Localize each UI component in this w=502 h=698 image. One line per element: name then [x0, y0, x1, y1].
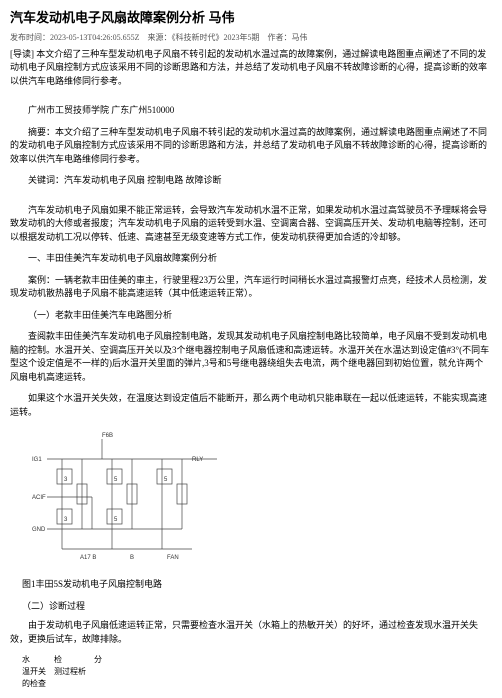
body-para-3: 如果这个水温开关失效，在温度达到设定值后不能断开，那么两个电动机只能串联在一起以… [10, 392, 492, 419]
keywords: 关键词：汽车发动机电子风扇 控制电路 故障诊断 [10, 174, 492, 188]
svg-text:RLY: RLY [192, 457, 203, 463]
svg-text:IG1: IG1 [32, 457, 42, 463]
heading-sub-2: （二）诊断过程 [22, 600, 492, 614]
frag-cell: 水 [22, 654, 54, 666]
svg-text:FAN: FAN [167, 555, 179, 561]
svg-text:A17 B: A17 B [80, 555, 96, 561]
table-fragment: 水 检 分 温开关 测过程析 的检查 [22, 654, 110, 690]
body-para-1: 汽车发动机电子风扇如果不能正常运转，会导致汽车发动机水温不正常，如果发动机水温过… [10, 204, 492, 245]
heading-sub-1: （一）老款丰田佳美汽车电路图分析 [10, 309, 492, 323]
svg-text:ACIF: ACIF [32, 495, 46, 501]
meta-line: 发布时间：2023-05-13T04:26:05.655Z 来源：《科技新时代》… [10, 32, 492, 44]
lead-text: [导读] 本文介绍了三种车型发动机电子风扇不转引起的发动机水温过高的故障案例，通… [10, 48, 492, 89]
frag-cell: 测过程析 [54, 666, 94, 678]
heading-section-1: 一、丰田佳美汽车发动机电子风扇故障案例分析 [10, 252, 492, 266]
frag-cell: 检 [54, 654, 94, 666]
page-title: 汽车发动机电子风扇故障案例分析 马伟 [10, 8, 492, 28]
frag-cell: 分 [94, 654, 110, 666]
body-para-4: 由于发动机电子风扇低速运转正常，只需要检查水温开关（水箱上的热敏开关）的好坏，通… [10, 619, 492, 646]
affiliation: 广州市工贸技师学院 广东广州510000 [10, 104, 492, 118]
body-para-2: 查阅款丰田佳美汽车发动机电子风扇控制电路，发现其发动机电子风扇控制电路比较简单，… [10, 330, 492, 384]
frag-cell: 的检查 [22, 678, 54, 690]
circuit-diagram: F6BIG1ACIFGNDRLYA17 BBFAN35535 [22, 429, 492, 574]
svg-text:F6B: F6B [102, 433, 113, 439]
svg-text:GND: GND [32, 527, 46, 533]
frag-cell: 温开关 [22, 666, 54, 678]
diagram-caption: 图1丰田5S发动机电子风扇控制电路 [22, 578, 492, 592]
svg-text:B: B [130, 555, 134, 561]
abstract: 摘要：本文介绍了三种车型发动机电子风扇不转引起的发动机水温过高的故障案例，通过解… [10, 126, 492, 167]
case-1: 案例：一辆老款丰田佳美的車主，行驶里程23万公里，汽车运行时间稍长水温过高报警灯… [10, 274, 492, 301]
